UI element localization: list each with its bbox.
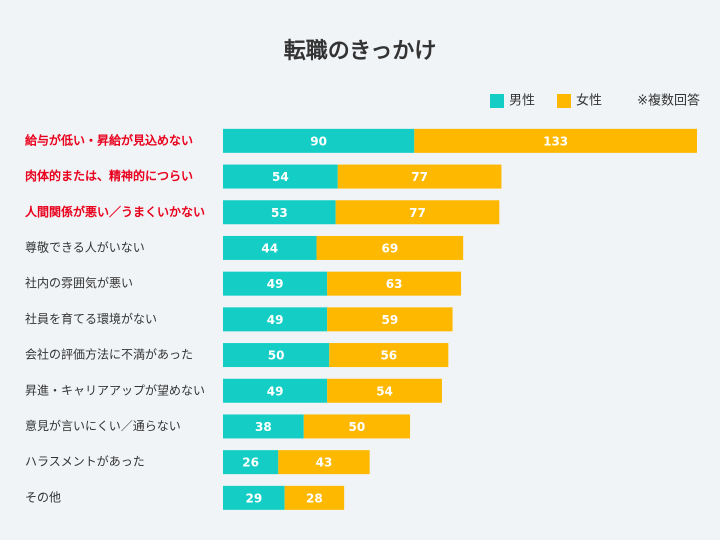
bar-segment: [327, 307, 453, 332]
value-label: 59: [382, 313, 399, 327]
bar-segment: [327, 271, 462, 296]
value-label: 49: [267, 313, 284, 327]
category-label: 給与が低い・昇給が見込めない: [25, 132, 193, 147]
bar-segment: [223, 450, 279, 475]
value-label: 26: [242, 456, 259, 470]
bar-segment: [303, 414, 411, 439]
bar-segment: [223, 485, 285, 510]
value-label: 53: [271, 206, 288, 220]
bar-segment: [278, 450, 370, 475]
category-label: 社員を育てる環境がない: [25, 311, 157, 326]
value-label: 29: [245, 491, 262, 505]
value-label: 90: [310, 134, 327, 148]
bar-segment: [223, 200, 336, 225]
value-label: 44: [261, 241, 278, 255]
value-label: 54: [376, 384, 393, 398]
bar-segment: [223, 128, 415, 153]
value-label: 77: [411, 170, 428, 184]
value-label: 50: [349, 420, 366, 434]
value-label: 50: [268, 349, 285, 363]
category-label: 意見が言いにくい／通らない: [25, 418, 181, 433]
category-label: 社内の雰囲気が悪い: [25, 275, 133, 290]
value-label: 28: [306, 491, 323, 505]
bar-segment: [223, 343, 330, 368]
legend-swatch: [490, 94, 504, 108]
category-label: 会社の評価方法に不満があった: [25, 347, 193, 362]
category-label: 肉体的または、精神的につらい: [25, 168, 193, 183]
legend-label: 女性: [576, 93, 602, 109]
bar-segment: [316, 235, 464, 260]
category-label: 昇進・キャリアアップが望めない: [25, 382, 205, 397]
value-label: 49: [267, 384, 284, 398]
value-label: 49: [267, 277, 284, 291]
bar-segment: [414, 128, 697, 153]
bar-segment: [329, 343, 449, 368]
legend-swatch: [557, 94, 571, 108]
value-label: 54: [272, 170, 289, 184]
bar-segment: [223, 271, 328, 296]
bar-segment: [327, 378, 442, 403]
value-label: 38: [255, 420, 272, 434]
bar-segment: [223, 378, 328, 403]
note: ※複数回答: [637, 93, 700, 109]
category-label: 尊敬できる人がいない: [25, 239, 145, 254]
value-label: 56: [380, 349, 397, 363]
category-label: 人間関係が悪い／うまくいかない: [25, 204, 205, 219]
value-label: 69: [382, 241, 399, 255]
bar-segment: [337, 164, 502, 189]
category-label: その他: [25, 490, 61, 504]
bar-segment: [335, 200, 500, 225]
value-label: 133: [543, 134, 568, 148]
value-label: 77: [409, 206, 426, 220]
chart-title: 転職のきっかけ: [284, 38, 436, 64]
legend-label: 男性: [509, 94, 535, 109]
bar-segment: [284, 485, 345, 510]
bar-segment: [223, 414, 304, 439]
bar-segment: [223, 235, 317, 260]
bar-segment: [223, 307, 328, 332]
value-label: 63: [386, 277, 403, 291]
value-label: 43: [316, 456, 333, 470]
bar-segment: [223, 164, 338, 189]
category-label: ハラスメントがあった: [25, 454, 145, 469]
